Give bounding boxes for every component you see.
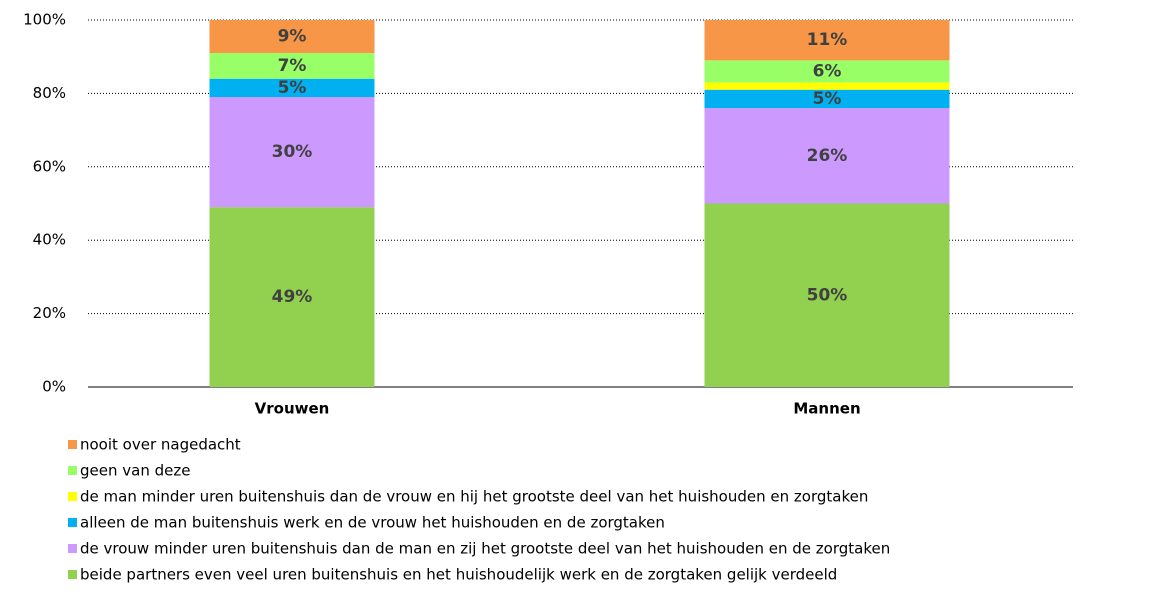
bar-segment: [209, 97, 375, 208]
legend-swatch: [68, 518, 77, 527]
y-tick-label: 20%: [33, 304, 66, 322]
legend-label: nooit over nagedacht: [80, 436, 241, 454]
legend-swatch: [68, 492, 77, 501]
value-label: 6%: [813, 61, 842, 81]
y-tick-label: 0%: [42, 378, 66, 396]
legend-swatch: [68, 570, 77, 579]
bar-segment: [209, 53, 375, 79]
value-label: 26%: [807, 146, 848, 166]
legend-label: geen van deze: [80, 462, 190, 480]
x-tick-label: Mannen: [793, 400, 860, 418]
value-label: 11%: [807, 30, 848, 50]
bar-segment: [704, 89, 950, 109]
y-tick-label: 100%: [23, 11, 66, 29]
legend-swatch: [68, 544, 77, 553]
value-label: 50%: [807, 285, 848, 305]
bar-segment: [704, 203, 950, 387]
x-tick-label: Vrouwen: [255, 400, 330, 418]
value-label: 7%: [278, 56, 307, 76]
legend-swatch: [68, 440, 77, 449]
y-tick-label: 80%: [33, 84, 66, 102]
value-label: 49%: [272, 287, 313, 307]
bar-segment: [704, 108, 950, 204]
legend-label: de man minder uren buitenshuis dan de vr…: [80, 488, 868, 506]
bar-segment: [704, 60, 950, 83]
y-tick-label: 40%: [33, 231, 66, 249]
legend-swatch: [68, 466, 77, 475]
bar-segment: [704, 20, 950, 61]
value-label: 5%: [278, 78, 307, 98]
value-label: 9%: [278, 27, 307, 47]
bar-segment: [209, 78, 375, 98]
y-tick-label: 60%: [33, 157, 66, 175]
legend-label: beide partners even veel uren buitenshui…: [80, 566, 837, 584]
legend-label: alleen de man buitenshuis werk en de vro…: [80, 514, 665, 532]
bar-segment: [209, 207, 375, 387]
legend-label: de vrouw minder uren buitenshuis dan de …: [80, 540, 890, 558]
bar-segment: [209, 20, 375, 54]
bar-segment: [704, 82, 950, 90]
value-label: 30%: [272, 142, 313, 162]
value-label: 5%: [813, 89, 842, 109]
